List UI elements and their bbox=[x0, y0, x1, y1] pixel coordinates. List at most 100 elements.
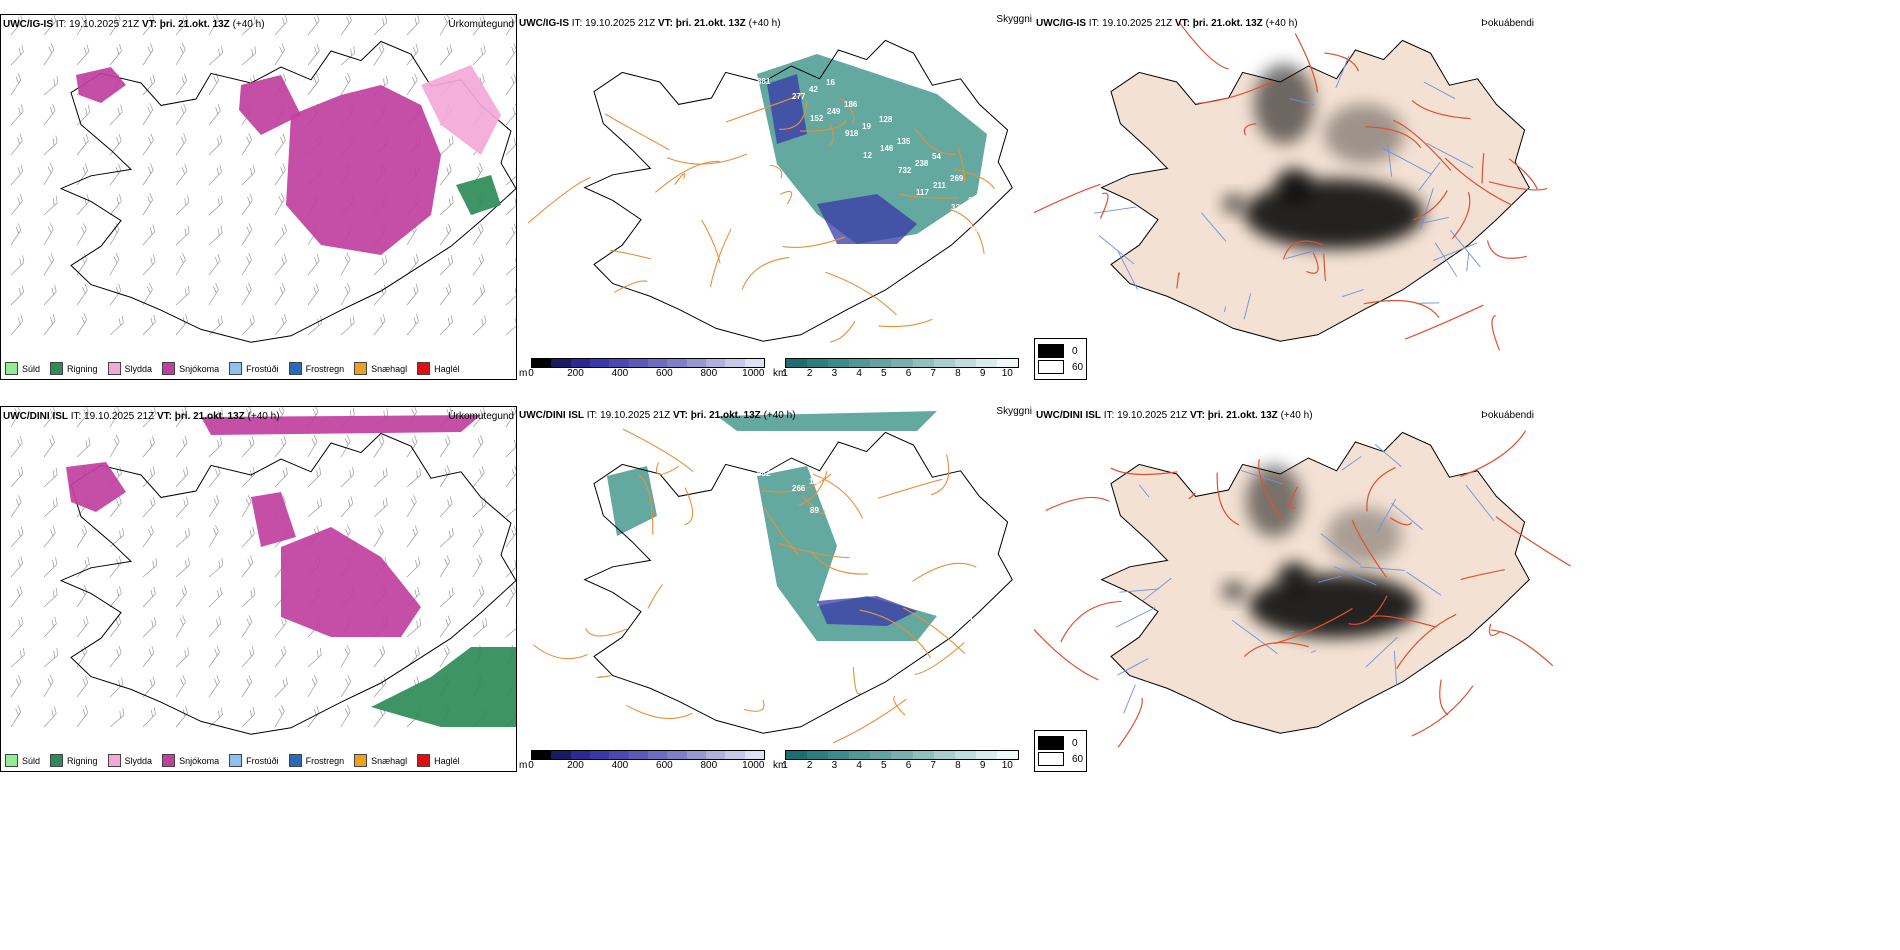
cloudbase-value: 26 bbox=[863, 543, 872, 552]
colorbar-bin bbox=[628, 751, 648, 759]
colorbar-unit: m bbox=[519, 760, 528, 771]
colorbar-bin bbox=[786, 359, 808, 367]
colorbar-bin bbox=[667, 751, 687, 759]
colorbar-bin bbox=[551, 751, 571, 759]
colorbar-bin bbox=[912, 359, 934, 367]
colorbar-bin bbox=[589, 359, 610, 367]
fog-legend-row: 0 bbox=[1038, 736, 1083, 750]
cloudbase-value: 20 bbox=[968, 196, 977, 205]
cloudbase-value: 125 bbox=[774, 632, 788, 641]
precip-legend: Súld Rigning Slydda Snjókoma Frostúði Frostre… bbox=[5, 362, 460, 375]
precip-blobs bbox=[66, 415, 516, 727]
precip-legend: Súld Rigning Slydda Snjókoma Frostúði Frostre… bbox=[5, 754, 460, 767]
cloudbase-value: 732 bbox=[898, 166, 912, 175]
legend-item: Frostúði bbox=[229, 754, 279, 767]
cloudbase-value: 117 bbox=[916, 188, 929, 197]
legend-swatch bbox=[107, 754, 121, 767]
fog-legend-label: 0 bbox=[1072, 345, 1078, 357]
fog-legend-swatch bbox=[1038, 736, 1064, 750]
legend-item: Frostúði bbox=[229, 362, 279, 375]
colorbar-tick: 0 bbox=[528, 760, 534, 771]
road-network bbox=[1034, 430, 1571, 748]
cloudbase-value: 13 bbox=[808, 226, 817, 235]
visibility-blobs bbox=[757, 54, 987, 244]
colorbar-bin bbox=[870, 359, 892, 367]
vis-map-bottom: 982 89 26 163 176 266 306 171 144 125 259 86 78 15 125… bbox=[533, 411, 1013, 744]
colorbar-bin bbox=[532, 751, 552, 759]
colorbar-tick: 10 bbox=[1001, 368, 1013, 379]
legend-label: Súld bbox=[22, 755, 41, 766]
colorbar-bin bbox=[667, 359, 687, 367]
colorbar-bin bbox=[744, 359, 764, 367]
cloudbase-value: 97 bbox=[774, 240, 783, 249]
cloudbase-value: 42 bbox=[809, 85, 818, 94]
colorbar-bin bbox=[933, 359, 955, 367]
colorbar-bin bbox=[570, 359, 590, 367]
precip-panel-top: UWC/IG-IS IT: 19.10.2025 21Z VT: þri. 21… bbox=[0, 14, 517, 380]
colorbar-bin bbox=[975, 751, 997, 759]
colorbar-tick: 3 bbox=[831, 760, 838, 771]
colorbar-bin bbox=[609, 751, 629, 759]
legend-item: Frostregn bbox=[288, 362, 344, 375]
legend-label: Súld bbox=[22, 363, 41, 374]
colorbar-ticks: 1 2 3 4 5 6 7 8 9 10 bbox=[782, 368, 1019, 380]
cloudbase-value: 15 bbox=[986, 610, 995, 619]
cloudbase-value: 17 bbox=[985, 189, 994, 198]
colorbar-bin bbox=[828, 751, 850, 759]
colorbar-tick: 200 bbox=[567, 760, 584, 771]
wind-barbs bbox=[10, 15, 516, 336]
cloudbase-value: 280 bbox=[986, 218, 1000, 227]
visibility-blobs bbox=[607, 411, 937, 641]
colorbar-bin bbox=[933, 751, 955, 759]
legend-item: Súld bbox=[5, 362, 40, 375]
fog-blobs bbox=[1222, 465, 1419, 638]
colorbar-tick: 600 bbox=[656, 368, 673, 379]
legend-swatch bbox=[417, 754, 431, 767]
cloudbase-colorbar: 0 200 400 600 800 1000 m bbox=[519, 750, 765, 772]
legend-item: Haglél bbox=[417, 362, 460, 375]
colorbar-bin bbox=[891, 359, 913, 367]
colorbar-unit: m bbox=[519, 368, 528, 379]
colorbar-bin bbox=[628, 359, 648, 367]
cloudbase-value: 171 bbox=[898, 558, 912, 567]
legend-item: Slydda bbox=[107, 362, 152, 375]
colorbar-strip bbox=[785, 750, 1019, 760]
colorbar-ticks: 0 200 400 600 800 1000 bbox=[528, 760, 765, 772]
cloudbase-value: 108 bbox=[791, 233, 805, 242]
legend-item: Súld bbox=[5, 754, 40, 767]
colorbar-tick: 0 bbox=[528, 368, 534, 379]
legend-swatch bbox=[288, 754, 302, 767]
iceland-outline bbox=[583, 39, 1013, 342]
cloudbase-value: 19 bbox=[862, 122, 871, 131]
cloudbase-value: 78 bbox=[933, 573, 942, 582]
precip-panel-bottom: UWC/DINI ISL IT: 19.10.2025 21Z VT: þri.… bbox=[0, 406, 517, 772]
cloudbase-colorbar: 0 200 400 600 800 1000 m bbox=[519, 358, 765, 380]
fog-legend-label: 60 bbox=[1072, 361, 1084, 373]
legend-label: Rigning bbox=[67, 755, 98, 766]
colorbar-tick: 1000 bbox=[742, 368, 765, 379]
colorbar-bin bbox=[647, 359, 668, 367]
vis-map-top: 881 152 12 117 361 277 918 732 320 97 249 146 211 280… bbox=[527, 39, 1013, 343]
colorbar-tick: 5 bbox=[881, 368, 887, 379]
cloudbase-value: 89 bbox=[810, 506, 819, 515]
colorbar-bin bbox=[532, 359, 552, 367]
legend-item: Haglél bbox=[417, 754, 460, 767]
legend-label: Slydda bbox=[124, 755, 153, 766]
legend-swatch bbox=[50, 362, 64, 375]
vis-panel-top: 881 152 12 117 361 277 918 732 320 97 249 146 211 280… bbox=[517, 14, 1034, 380]
cloudbase-value: 163 bbox=[916, 580, 930, 589]
cloudbase-value: 881 bbox=[757, 77, 771, 86]
colorbar-bin bbox=[849, 359, 871, 367]
cloudbase-value: 74 bbox=[773, 211, 782, 220]
legend-swatch bbox=[50, 754, 64, 767]
legend-swatch bbox=[288, 362, 302, 375]
legend-swatch bbox=[162, 362, 176, 375]
colorbar-bin bbox=[744, 751, 764, 759]
cloudbase-value: 320 bbox=[951, 203, 965, 212]
colorbar-bin bbox=[870, 751, 892, 759]
legend-item: Slydda bbox=[107, 754, 153, 767]
colorbar-tick: 400 bbox=[611, 760, 629, 771]
visibility-colorbar: 1 2 3 4 5 6 7 8 9 10 km bbox=[773, 358, 1019, 380]
cloudbase-value: 135 bbox=[897, 137, 911, 146]
colorbar-tick: 4 bbox=[856, 760, 862, 771]
